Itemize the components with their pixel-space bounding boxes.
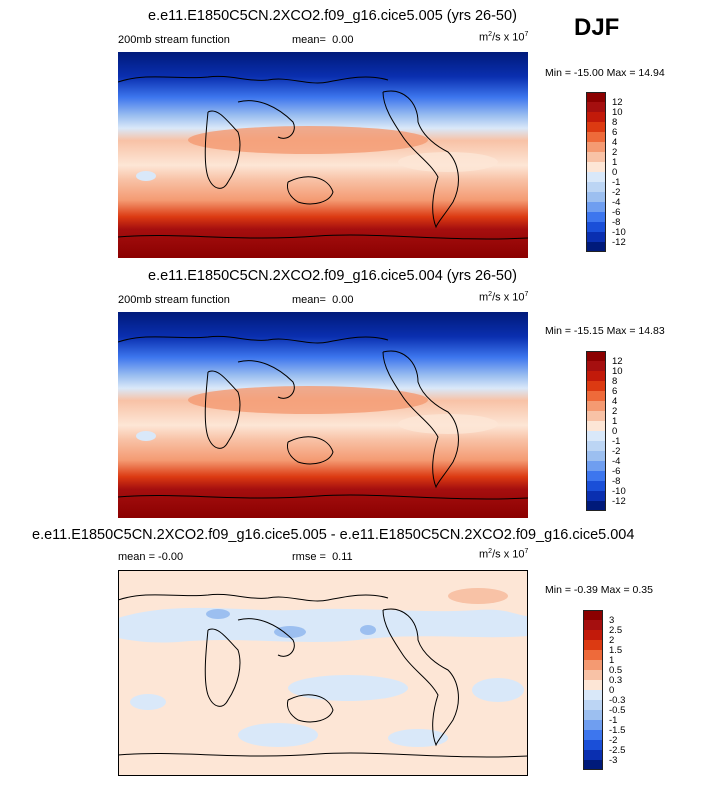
tick: -12 bbox=[612, 496, 626, 507]
tick: 6 bbox=[612, 386, 618, 397]
units-exp: 2 bbox=[488, 31, 493, 38]
tick: 1 bbox=[609, 655, 615, 666]
panel3-colorbar bbox=[583, 610, 603, 770]
panel1-map bbox=[118, 52, 528, 258]
panel2-units: m2/s x 107 bbox=[479, 291, 528, 304]
units-pow: 7 bbox=[524, 548, 529, 555]
units-mid: /s x 10 bbox=[492, 548, 525, 561]
panel1-low-atlantic bbox=[398, 152, 498, 172]
tick: 2 bbox=[612, 147, 618, 158]
tick: -1 bbox=[609, 715, 618, 726]
tick: 6 bbox=[612, 127, 618, 138]
tick: 2 bbox=[609, 635, 615, 646]
tick: -2 bbox=[609, 735, 618, 746]
panel1-coastlines bbox=[118, 75, 528, 240]
panel2-colorbar bbox=[586, 351, 606, 511]
units-base: m bbox=[479, 291, 489, 304]
tick: -2 bbox=[612, 446, 621, 457]
panel1-high-pacific bbox=[188, 126, 428, 154]
tick: 12 bbox=[612, 356, 623, 367]
tick: -6 bbox=[612, 466, 621, 477]
tick: 1 bbox=[612, 416, 618, 427]
panel2-mean-label: mean= bbox=[292, 294, 326, 306]
panel3-field bbox=[118, 570, 528, 776]
panel3-map bbox=[118, 570, 528, 776]
panel1-units: m2/s x 107 bbox=[479, 31, 528, 44]
panel1-minmax: Min = -15.00 Max = 14.94 bbox=[545, 67, 665, 79]
tick: -0.3 bbox=[609, 695, 626, 706]
units-base: m bbox=[479, 548, 489, 561]
tick: 4 bbox=[612, 396, 618, 407]
panel1-variable-label: 200mb stream function bbox=[118, 34, 230, 46]
tick: -6 bbox=[612, 207, 621, 218]
panel2-high-pacific bbox=[188, 386, 428, 414]
tick: 10 bbox=[612, 107, 623, 118]
units-mid: /s x 10 bbox=[492, 291, 525, 304]
tick: 1 bbox=[612, 157, 618, 168]
tick: -12 bbox=[612, 237, 626, 248]
tick: -4 bbox=[612, 456, 621, 467]
panel1-spot bbox=[136, 171, 156, 181]
panel3-minmax: Min = -0.39 Max = 0.35 bbox=[545, 584, 653, 596]
panel2-variable-label: 200mb stream function bbox=[118, 294, 230, 306]
panel2-mean-value: 0.00 bbox=[332, 294, 354, 306]
tick: -1 bbox=[612, 436, 621, 447]
panel3-rmse-label: rmse = bbox=[292, 551, 326, 563]
panel3-rmse-value: 0.11 bbox=[332, 551, 353, 563]
panel2-minmax: Min = -15.15 Max = 14.83 bbox=[545, 325, 665, 337]
tick: 2.5 bbox=[609, 625, 623, 636]
panel1-colorbar bbox=[586, 92, 606, 252]
tick: -3 bbox=[609, 755, 618, 766]
panel2-title: e.e11.E1850C5CN.2XCO2.f09_g16.cice5.004 … bbox=[148, 268, 517, 284]
tick: 12 bbox=[612, 97, 623, 108]
units-exp: 2 bbox=[488, 548, 493, 555]
panel3-mean-label: mean = -0.00 bbox=[118, 551, 184, 563]
units-mid: /s x 10 bbox=[492, 31, 525, 44]
panel2-spot bbox=[136, 431, 156, 441]
tick: 0 bbox=[609, 685, 615, 696]
panel2-map bbox=[118, 312, 528, 518]
tick: -2 bbox=[612, 187, 621, 198]
tick: 10 bbox=[612, 366, 623, 377]
panel1-mean-label: mean= bbox=[292, 34, 326, 46]
tick: 4 bbox=[612, 137, 618, 148]
panel3-units: m2/s x 107 bbox=[479, 548, 528, 561]
tick: 0 bbox=[612, 426, 618, 437]
panel2-coastlines bbox=[118, 335, 528, 500]
panel1-title: e.e11.E1850C5CN.2XCO2.f09_g16.cice5.005 … bbox=[148, 8, 517, 24]
tick: -10 bbox=[612, 486, 626, 497]
tick: -8 bbox=[612, 476, 621, 487]
panel3-positive-spot bbox=[448, 588, 508, 604]
tick: 0 bbox=[612, 167, 618, 178]
panel2-mean: mean= 0.00 bbox=[292, 294, 354, 306]
units-pow: 7 bbox=[524, 291, 529, 298]
panel1-mean: mean= 0.00 bbox=[292, 34, 354, 46]
panel3-rmse: rmse = 0.11 bbox=[292, 551, 353, 563]
panel3-coastlines bbox=[118, 593, 528, 758]
tick: -4 bbox=[612, 197, 621, 208]
panel1-mean-value: 0.00 bbox=[332, 34, 354, 46]
tick: 0.3 bbox=[609, 675, 623, 686]
tick: 0.5 bbox=[609, 665, 623, 676]
units-exp: 2 bbox=[488, 291, 493, 298]
tick: 8 bbox=[612, 376, 618, 387]
tick: -2.5 bbox=[609, 745, 626, 756]
season-label: DJF bbox=[574, 14, 620, 41]
panel2-low-atlantic bbox=[398, 414, 498, 434]
tick: -8 bbox=[612, 217, 621, 228]
tick: -10 bbox=[612, 227, 626, 238]
tick: 8 bbox=[612, 117, 618, 128]
units-base: m bbox=[479, 31, 489, 44]
tick: -1.5 bbox=[609, 725, 626, 736]
tick: 2 bbox=[612, 406, 618, 417]
tick: -1 bbox=[612, 177, 621, 188]
tick: -0.5 bbox=[609, 705, 626, 716]
panel3-title: e.e11.E1850C5CN.2XCO2.f09_g16.cice5.005 … bbox=[32, 527, 635, 543]
panel3-stronger-negative bbox=[206, 609, 376, 638]
tick: 1.5 bbox=[609, 645, 623, 656]
tick: 3 bbox=[609, 615, 615, 626]
units-pow: 7 bbox=[524, 31, 529, 38]
